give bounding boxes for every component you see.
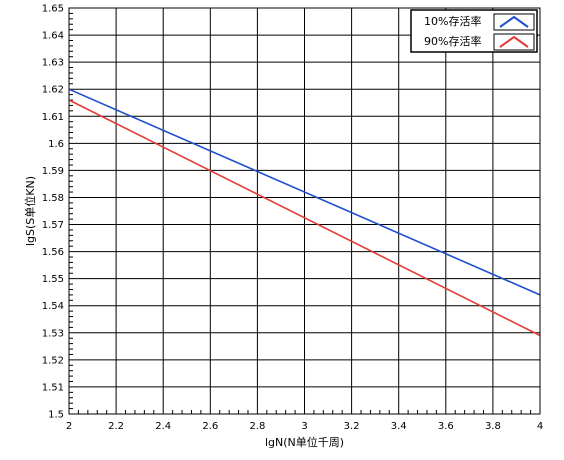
y-tick-label: 1.51 xyxy=(42,382,64,393)
y-tick-label: 1.5 xyxy=(48,410,64,421)
series-lines xyxy=(68,88,541,337)
y-tick-label: 1.6 xyxy=(48,139,64,150)
y-tick-label: 1.57 xyxy=(42,220,64,231)
x-tick-label: 2.2 xyxy=(108,421,124,432)
legend: 10%存活率 90%存活率 xyxy=(410,9,538,53)
plot-frame xyxy=(68,7,541,415)
series-line-1 xyxy=(68,99,541,337)
series-line-0 xyxy=(68,88,541,296)
y-axis-title: lgS(S单位KN) xyxy=(23,176,37,246)
y-tick-label: 1.56 xyxy=(42,247,64,258)
x-tick-label: 2.6 xyxy=(202,421,218,432)
x-tick-label: 3.6 xyxy=(438,421,454,432)
minor-ticks xyxy=(69,12,532,414)
y-tick-label: 1.52 xyxy=(42,355,64,366)
legend-swatch-90 xyxy=(493,33,535,51)
x-tick-label: 2 xyxy=(66,421,72,432)
y-tick-label: 1.63 xyxy=(42,58,64,69)
y-tick-label: 1.62 xyxy=(42,85,64,96)
y-tick-label: 1.54 xyxy=(42,301,64,312)
x-tick-labels: 2 2.2 2.4 2.6 2.8 3 3.2 3.4 3.6 3.8 4 xyxy=(66,421,543,432)
y-tick-label: 1.58 xyxy=(42,193,64,204)
x-tick-label: 2.8 xyxy=(249,421,265,432)
y-tick-label: 1.64 xyxy=(42,31,64,42)
legend-label-10: 10%存活率 xyxy=(424,14,481,28)
y-tick-labels: 1.5 1.51 1.52 1.53 1.54 1.55 1.56 1.57 1.58 1.59 1… xyxy=(42,4,64,421)
y-tick-label: 1.55 xyxy=(42,274,64,285)
x-axis-title: lgN(N单位千周) xyxy=(265,435,344,449)
legend-line-10 xyxy=(499,15,529,28)
x-tick-label: 2.4 xyxy=(155,421,171,432)
legend-label-90: 90%存活率 xyxy=(424,34,481,48)
legend-swatch-10 xyxy=(493,13,535,31)
legend-line-90 xyxy=(499,35,529,48)
y-tick-label: 1.65 xyxy=(42,4,64,15)
y-tick-label: 1.59 xyxy=(42,166,64,177)
x-tick-label: 4 xyxy=(537,421,543,432)
x-tick-label: 3.4 xyxy=(391,421,407,432)
y-tick-label: 1.53 xyxy=(42,328,64,339)
x-tick-label: 3 xyxy=(301,421,307,432)
y-tick-label: 1.61 xyxy=(42,112,64,123)
x-tick-label: 3.8 xyxy=(485,421,501,432)
x-tick-label: 3.2 xyxy=(344,421,360,432)
